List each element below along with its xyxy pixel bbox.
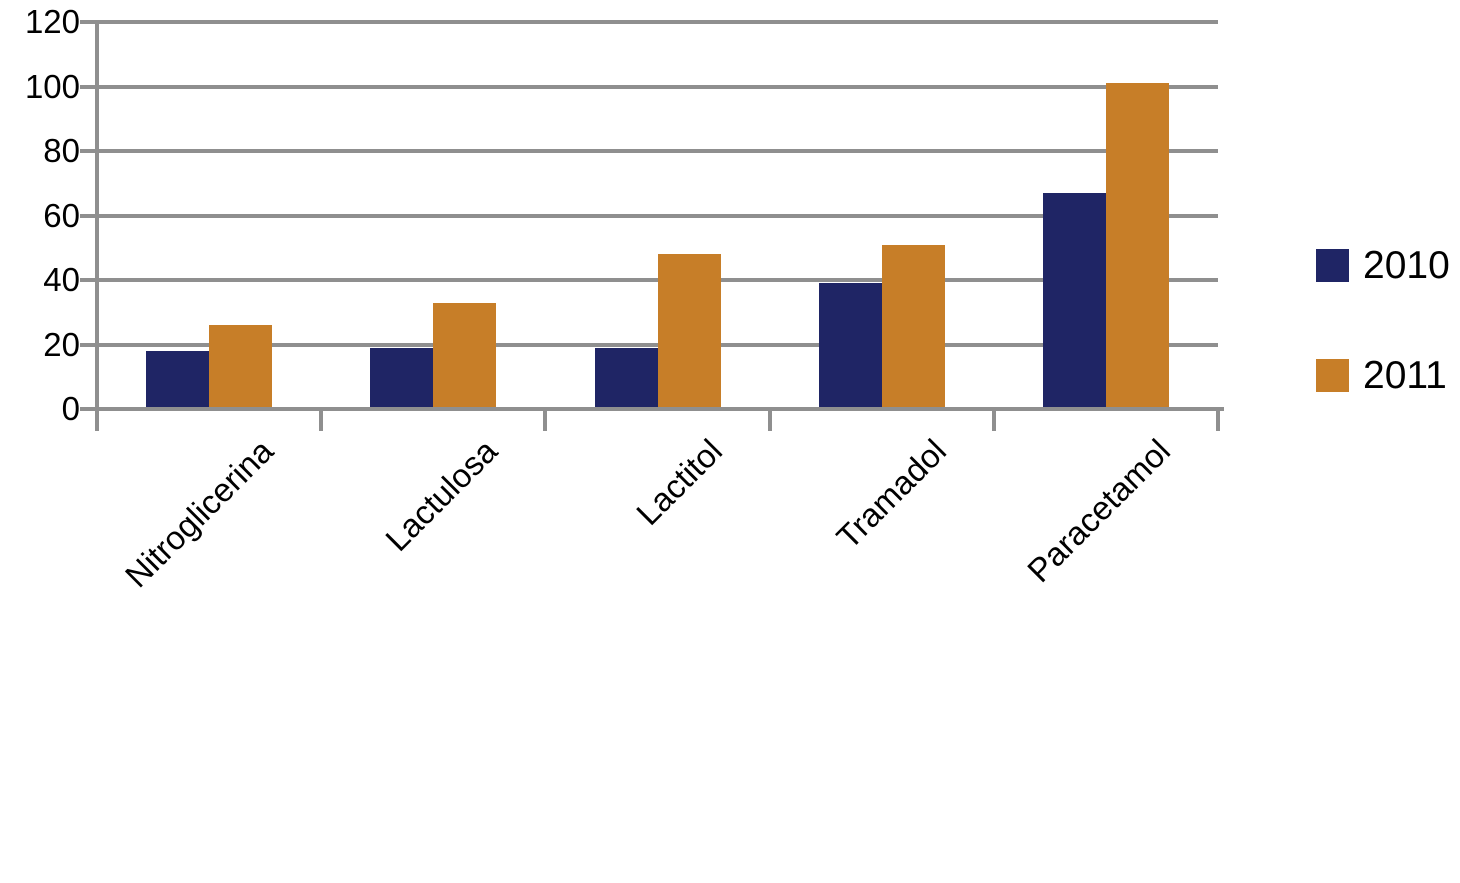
legend-swatch-2011	[1316, 359, 1349, 392]
category-label-lactitol: Lactitol	[628, 432, 729, 533]
y-axis-tick-20	[80, 342, 97, 347]
bar-2010-lactulosa	[370, 347, 434, 409]
y-axis-tick-120	[80, 20, 97, 24]
x-axis-tick-3	[767, 409, 772, 431]
y-axis-tick-100	[80, 84, 97, 89]
x-axis-tick-4	[991, 409, 996, 431]
bar-chart: 2010 2011 0 20 40 60 80 100 120 Nitroglicerina L…	[24, 3, 1450, 594]
legend-item-2010: 2010	[1316, 246, 1450, 285]
legend-label-2010: 2010	[1363, 244, 1450, 287]
y-axis-label-60: 60	[43, 196, 80, 234]
gridline-60	[97, 213, 1218, 218]
y-axis-label-100: 100	[24, 67, 80, 105]
x-axis-tick-5	[1216, 409, 1220, 431]
bar-2011-paracetamol	[1105, 83, 1169, 409]
y-axis-label-80: 80	[43, 132, 80, 169]
y-axis-label-20: 20	[43, 325, 80, 363]
y-axis-tick-60	[80, 213, 97, 218]
category-label-tramadol: Tramadol	[828, 432, 953, 556]
gridline-100	[97, 84, 1218, 89]
gridline-80	[97, 149, 1218, 153]
y-axis-label-120: 120	[24, 3, 80, 40]
x-axis-line	[95, 407, 1224, 411]
x-axis-tick-2	[543, 409, 548, 431]
y-axis-tick-80	[80, 149, 97, 153]
legend-swatch-2010	[1316, 249, 1349, 282]
y-axis-label-0: 0	[61, 390, 80, 427]
bar-2011-nitroglicerina	[209, 325, 273, 409]
y-axis-tick-0	[80, 407, 97, 411]
legend-label-2011: 2011	[1363, 354, 1447, 397]
x-axis-tick-0	[95, 409, 99, 431]
legend-item-2011: 2011	[1316, 356, 1447, 395]
y-axis-label-40: 40	[43, 261, 80, 298]
category-label-paracetamol: Paracetamol	[1019, 432, 1178, 590]
plot-area	[97, 20, 1218, 411]
x-axis-tick-1	[319, 409, 324, 431]
bar-2010-nitroglicerina	[146, 350, 210, 409]
y-axis-line	[95, 20, 99, 411]
bar-2011-lactulosa	[433, 302, 497, 409]
gridline-120	[97, 20, 1218, 24]
bar-2010-tramadol	[818, 283, 882, 409]
bar-2010-paracetamol	[1042, 192, 1106, 409]
y-axis-tick-40	[80, 278, 97, 282]
bar-2011-lactitol	[657, 254, 721, 409]
category-label-lactulosa: Lactulosa	[378, 432, 505, 559]
bar-2010-lactitol	[594, 347, 658, 409]
bar-2011-tramadol	[881, 244, 945, 409]
